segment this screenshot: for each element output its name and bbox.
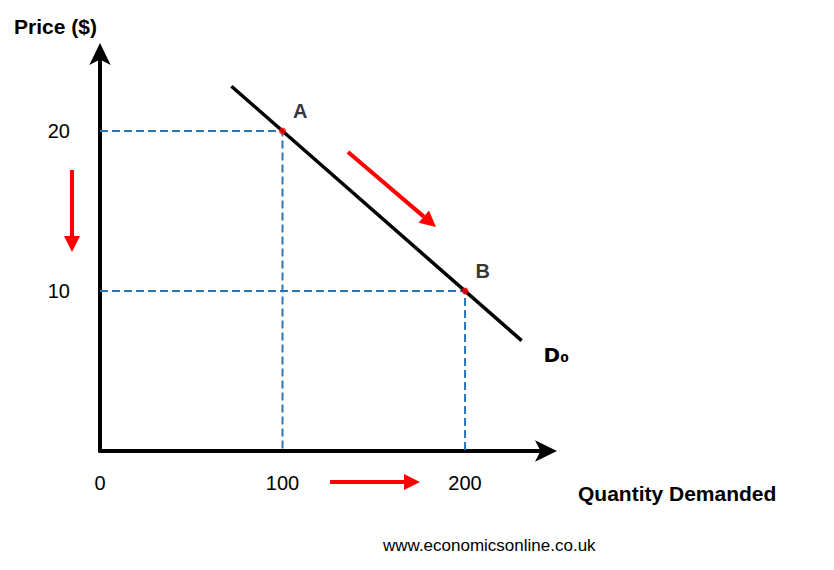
svg-text:D₀: D₀: [544, 343, 569, 367]
svg-text:www.economicsonline.co.uk: www.economicsonline.co.uk: [382, 536, 596, 555]
svg-text:B: B: [476, 260, 490, 282]
svg-text:200: 200: [448, 472, 481, 494]
svg-text:0: 0: [94, 472, 105, 494]
svg-text:Quantity Demanded: Quantity Demanded: [578, 482, 776, 505]
svg-text:10: 10: [48, 280, 70, 302]
svg-text:20: 20: [48, 120, 70, 142]
svg-text:A: A: [293, 100, 307, 122]
svg-text:100: 100: [266, 472, 299, 494]
svg-text:Price ($): Price ($): [14, 15, 97, 38]
